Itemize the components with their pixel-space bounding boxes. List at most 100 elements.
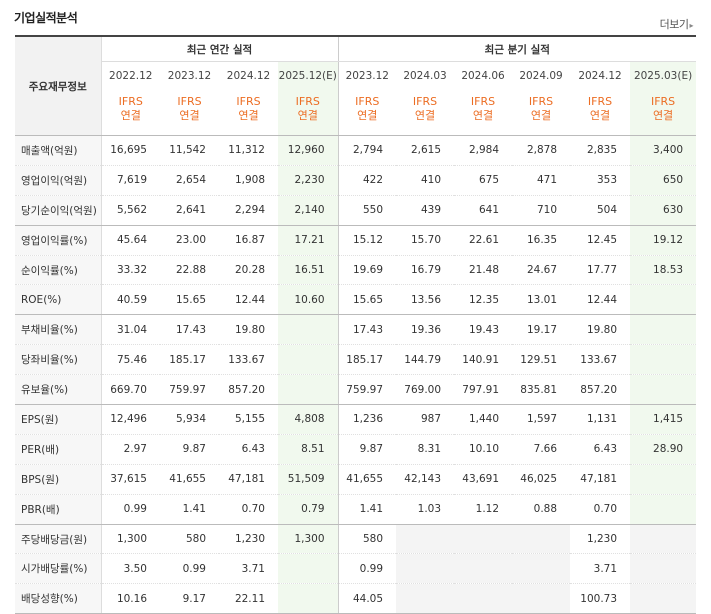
table-cell: 19.43: [454, 314, 513, 346]
period-header: 2024.09: [519, 69, 563, 82]
table-row: 매출액(억원) 16,695 11,542 11,312 12,960 2,794 2,61…: [15, 135, 697, 166]
table-cell: 353: [570, 165, 631, 196]
table-cell: 40.59: [101, 284, 160, 316]
period-header: 2024.12: [578, 69, 622, 82]
table-cell: 759.97: [160, 374, 219, 406]
table-row: 당좌비율(%) 75.46 185.17 133.67 185.17 144.79 140.…: [15, 344, 697, 376]
table-cell: [396, 583, 455, 614]
table-cell: 0.99: [338, 553, 397, 585]
table-cell: 10.60: [278, 284, 339, 316]
table-cell: 13.01: [512, 284, 571, 316]
table-cell: 28.90: [630, 434, 697, 465]
table-row: 당기순이익(억원) 5,562 2,641 2,294 2,140 550 439 641 71…: [15, 195, 697, 226]
table-cell: 22.61: [454, 225, 513, 256]
table-cell: 3.71: [570, 553, 631, 585]
table-cell: 2,654: [160, 165, 219, 196]
table-cell: 0.70: [570, 494, 631, 525]
table-cell: [630, 314, 697, 346]
table-cell: 630: [630, 195, 697, 226]
basis-line2: 연결: [530, 109, 552, 122]
table-cell: [630, 494, 697, 525]
table-cell: 1,300: [278, 524, 339, 555]
table-cell: 5,934: [160, 404, 219, 435]
table-cell: 15.12: [338, 225, 397, 256]
row-label: PBR(배): [15, 494, 102, 525]
table-cell: 133.67: [570, 344, 631, 376]
table-cell: 12.45: [570, 225, 631, 256]
table-cell: 1.41: [338, 494, 397, 525]
table-cell: 9.87: [160, 434, 219, 465]
table-cell: 22.11: [219, 583, 278, 614]
table-row: 부채비율(%) 31.04 17.43 19.80 17.43 19.36 19.43 19.…: [15, 314, 697, 346]
basis-header: IFRS 연결: [101, 89, 160, 136]
table-cell: 2,641: [160, 195, 219, 226]
table-cell: 550: [338, 195, 397, 226]
table-cell: 9.87: [338, 434, 397, 465]
table-cell: 439: [396, 195, 455, 226]
table-cell: [454, 524, 513, 555]
basis-line1: IFRS: [650, 95, 676, 108]
table-cell: 580: [160, 524, 219, 555]
basis-header: IFRS 연결: [338, 89, 397, 136]
table-cell: 9.17: [160, 583, 219, 614]
table-cell: 45.64: [101, 225, 160, 256]
basis-header: IFRS 연결: [570, 89, 631, 136]
period-header: 2024.12: [226, 69, 271, 82]
row-label: 영업이익(억원): [15, 165, 102, 196]
table-cell: [396, 524, 455, 555]
table-row: EPS(원) 12,496 5,934 5,155 4,808 1,236 987 1,440…: [15, 404, 697, 435]
table-cell: 16.87: [219, 225, 278, 256]
basis-line1: IFRS: [355, 95, 380, 108]
table-row: 배당성향(%) 10.16 9.17 22.11 44.05 100.73: [15, 583, 697, 614]
table-cell: 185.17: [160, 344, 219, 376]
table-cell: 1,230: [219, 524, 278, 555]
table-cell: [396, 553, 455, 585]
basis-header: IFRS 연결: [630, 89, 697, 136]
financial-summary-table: 주요재무정보 최근 연간 실적 최근 분기 실적 2022.12 2023.12 2…: [15, 35, 697, 614]
basis-line2: 연결: [414, 109, 436, 122]
row-label: 당기순이익(억원): [15, 195, 102, 226]
table-cell: 19.80: [219, 314, 278, 346]
table-cell: 2,294: [219, 195, 278, 226]
table-cell: 133.67: [219, 344, 278, 376]
table-cell: 2,230: [278, 165, 339, 196]
table-cell: 857.20: [219, 374, 278, 406]
table-cell: 2,835: [570, 135, 631, 166]
table-cell: 16.35: [512, 225, 571, 256]
basis-line1: IFRS: [295, 95, 320, 108]
table-cell: [454, 553, 513, 585]
table-cell: 5,562: [101, 195, 160, 226]
basis-header: IFRS 연결: [454, 89, 513, 136]
basis-line1: IFRS: [528, 95, 554, 108]
table-cell: [278, 374, 339, 406]
table-cell: [630, 553, 697, 585]
table-cell: 650: [630, 165, 697, 196]
table-cell: 2,140: [278, 195, 339, 226]
table-cell: 19.12: [630, 225, 697, 256]
basis-line1: IFRS: [412, 95, 438, 108]
table-row: 순이익률(%) 33.32 22.88 20.28 16.51 19.69 16.79 21.…: [15, 255, 697, 286]
table-cell: [278, 344, 339, 376]
table-cell: 17.43: [160, 314, 219, 346]
table-cell: 410: [396, 165, 455, 196]
basis-line1: IFRS: [177, 95, 202, 108]
row-label: EPS(원): [15, 404, 102, 435]
table-cell: 1,597: [512, 404, 571, 435]
quarter-group-header: 최근 분기 실적: [338, 35, 697, 62]
row-label: 시가배당률(%): [15, 553, 102, 585]
row-label: 주당배당금(원): [15, 524, 102, 555]
table-cell: 21.48: [454, 255, 513, 286]
more-label: 더보기: [659, 18, 689, 31]
more-link[interactable]: 더보기▸: [659, 16, 694, 32]
period-header: 2025.03(E): [630, 61, 697, 89]
table-cell: 1,236: [338, 404, 397, 435]
period-header: 2024.06: [461, 69, 505, 82]
table-cell: 18.53: [630, 255, 697, 286]
table-cell: 6.43: [219, 434, 278, 465]
table-cell: 5,155: [219, 404, 278, 435]
table-cell: 43,691: [454, 464, 513, 495]
table-row: PER(배) 2.97 9.87 6.43 8.51 9.87 8.31 10.10 7.66 6…: [15, 434, 697, 465]
table-cell: 37,615: [101, 464, 160, 495]
table-cell: 759.97: [338, 374, 397, 406]
table-cell: 1,230: [570, 524, 631, 555]
